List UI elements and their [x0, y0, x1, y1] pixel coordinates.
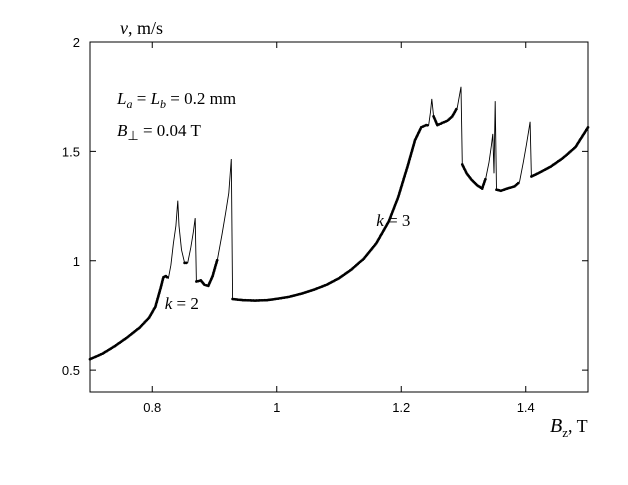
y-tick-label: 1.5: [62, 144, 80, 159]
data-point: [184, 261, 188, 265]
data-point: [426, 123, 429, 127]
annotation-k3: k = 3: [376, 211, 410, 230]
data-point: [455, 107, 458, 111]
data-point: [484, 177, 487, 181]
y-axis-title: v, m/s: [120, 18, 163, 38]
y-tick-label: 0.5: [62, 363, 80, 378]
data-point: [586, 125, 590, 129]
x-tick-label: 0.8: [143, 400, 161, 415]
y-tick-label: 2: [73, 35, 80, 50]
params-line-2: B⊥ = 0.04 T: [117, 121, 201, 143]
axis-ticks: 0.8 1 1.2 1.4 0.5 1 1.5 2: [62, 35, 588, 415]
series-layer: [88, 86, 590, 361]
data-point: [215, 258, 219, 262]
x-axis-title: Bz, T: [550, 415, 588, 440]
x-tick-label: 1.2: [392, 400, 410, 415]
data-point: [516, 181, 520, 185]
data-point: [165, 275, 169, 279]
annotation-k2: k = 2: [165, 294, 199, 313]
x-tick-label: 1.4: [517, 400, 535, 415]
params-line-1: La = Lb = 0.2 mm: [116, 89, 236, 111]
plot-frame: [89, 41, 589, 393]
y-tick-label: 1: [73, 254, 80, 269]
x-tick-label: 1: [273, 400, 280, 415]
